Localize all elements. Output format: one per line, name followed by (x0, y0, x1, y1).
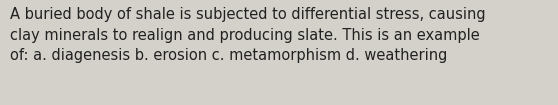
Text: A buried body of shale is subjected to differential stress, causing
clay mineral: A buried body of shale is subjected to d… (10, 7, 485, 63)
